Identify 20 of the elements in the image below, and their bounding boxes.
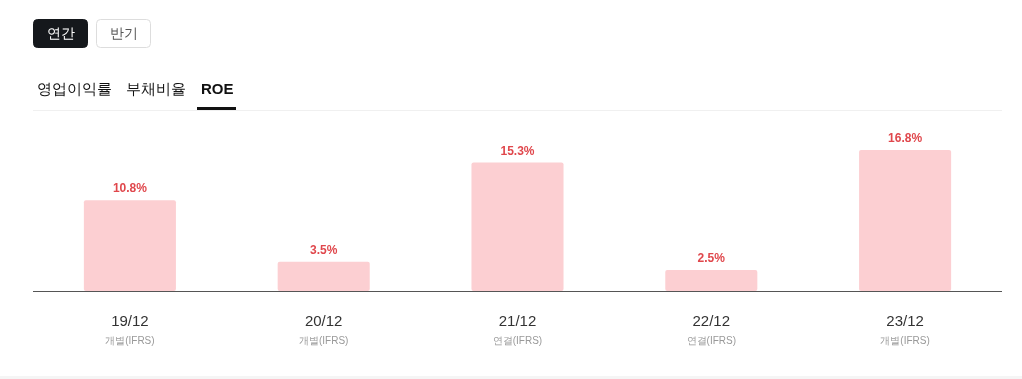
- text: 반기: [109, 25, 138, 41]
- text: 연간: [46, 25, 75, 41]
- bar: [277, 261, 370, 291]
- bar: [471, 162, 564, 291]
- bar: [83, 200, 176, 291]
- x-tick-label: 21/12 연결(IFRS): [492, 312, 543, 346]
- bar: [665, 270, 758, 291]
- x-tick-label: 20/12 개별(IFRS): [298, 312, 349, 346]
- x-tick-label: 23/12 개별(IFRS): [880, 312, 930, 346]
- text: ROE: [201, 80, 234, 97]
- text: 영업이익률: [37, 80, 112, 97]
- data-label: 3.5%: [310, 242, 338, 257]
- data-label: 16.8%: [888, 131, 923, 145]
- x-tick-label: 22/12 연결(IFRS): [686, 312, 737, 346]
- data-label: 10.8%: [112, 181, 148, 196]
- data-label: 2.5%: [697, 251, 726, 266]
- bar: [859, 150, 952, 291]
- data-label: 15.3%: [500, 143, 535, 158]
- x-tick-label: 19/12 개별(IFRS): [105, 312, 155, 346]
- text: 부채비율: [126, 80, 186, 97]
